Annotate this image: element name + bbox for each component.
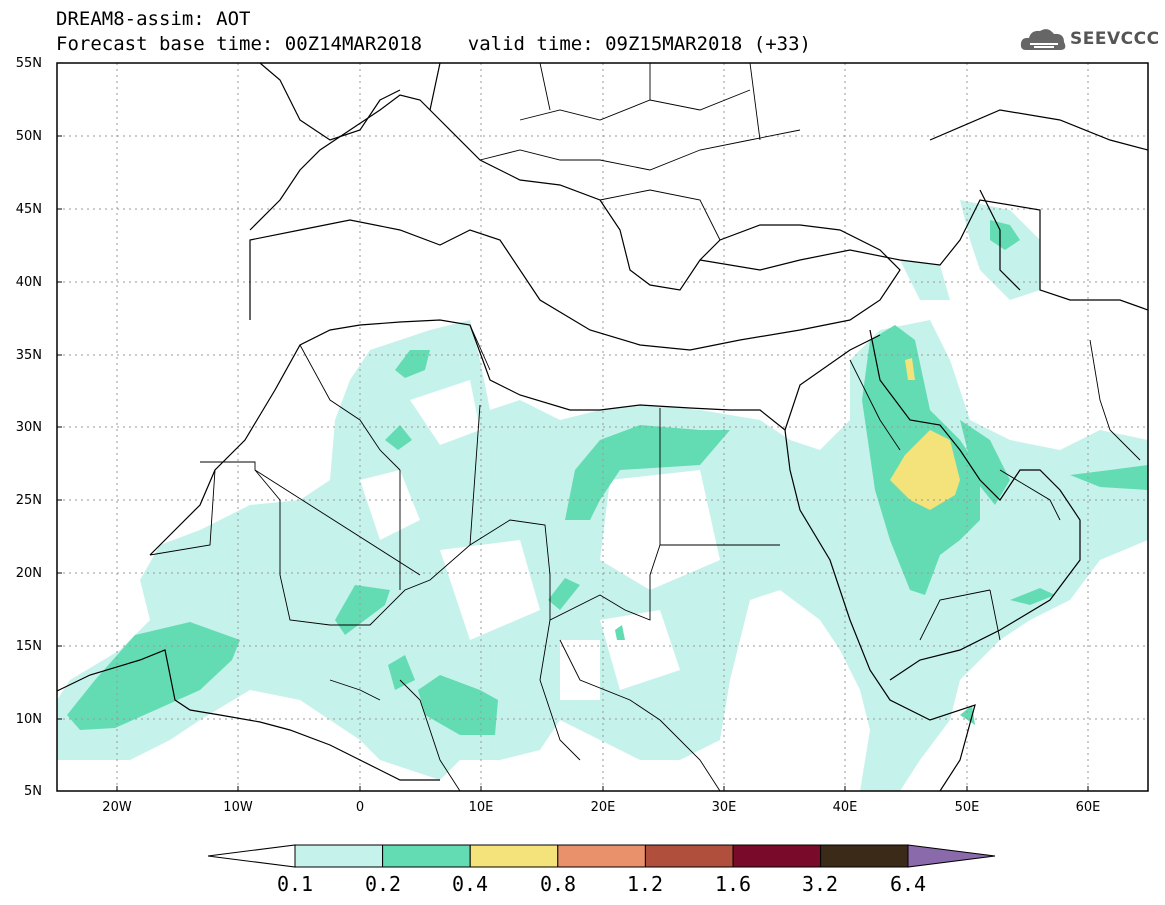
colorbar-label: 0.4 bbox=[451, 872, 489, 896]
lon-label: 20W bbox=[102, 800, 132, 815]
lon-label: 10E bbox=[468, 800, 494, 815]
map-title: DREAM8-assim: AOT bbox=[56, 8, 251, 30]
colorbar-label: 0.2 bbox=[364, 872, 402, 896]
lat-label: 30N bbox=[15, 420, 42, 435]
lon-label: 30E bbox=[711, 800, 737, 815]
colorbar-label: 1.2 bbox=[626, 872, 664, 896]
lat-label: 5N bbox=[24, 784, 42, 799]
lon-label: 60E bbox=[1075, 800, 1101, 815]
lon-label: 50E bbox=[954, 800, 980, 815]
coastlines bbox=[57, 63, 1148, 791]
lat-label: 55N bbox=[15, 56, 42, 71]
lon-label: 40E bbox=[832, 800, 858, 815]
lat-label: 20N bbox=[15, 566, 42, 581]
lat-label: 25N bbox=[15, 493, 42, 508]
lat-label: 45N bbox=[15, 202, 42, 217]
lat-label: 10N bbox=[15, 712, 42, 727]
colorbar-label: 0.8 bbox=[539, 872, 577, 896]
country-borders bbox=[149, 63, 1141, 791]
lat-label: 50N bbox=[15, 129, 42, 144]
cloud-logo-icon bbox=[1020, 29, 1066, 50]
aot-fill-high bbox=[890, 358, 960, 510]
lon-label: 10W bbox=[223, 800, 253, 815]
lat-label: 35N bbox=[15, 348, 42, 363]
grid-lines bbox=[57, 63, 1148, 791]
colorbar-label: 3.2 bbox=[801, 872, 839, 896]
lon-label: 0 bbox=[355, 800, 365, 815]
colorbar-label: 0.1 bbox=[276, 872, 314, 896]
logo-text: SEEVCCC bbox=[1070, 29, 1160, 49]
lat-label: 15N bbox=[15, 639, 42, 654]
colorbar-label: 6.4 bbox=[889, 872, 927, 896]
lat-label: 40N bbox=[15, 275, 42, 290]
aot-fill-medium bbox=[67, 220, 1148, 735]
forecast-times: Forecast base time: 00Z14MAR2018 valid t… bbox=[56, 33, 811, 55]
colorbar-label: 1.6 bbox=[714, 872, 752, 896]
lon-label: 20E bbox=[590, 800, 616, 815]
